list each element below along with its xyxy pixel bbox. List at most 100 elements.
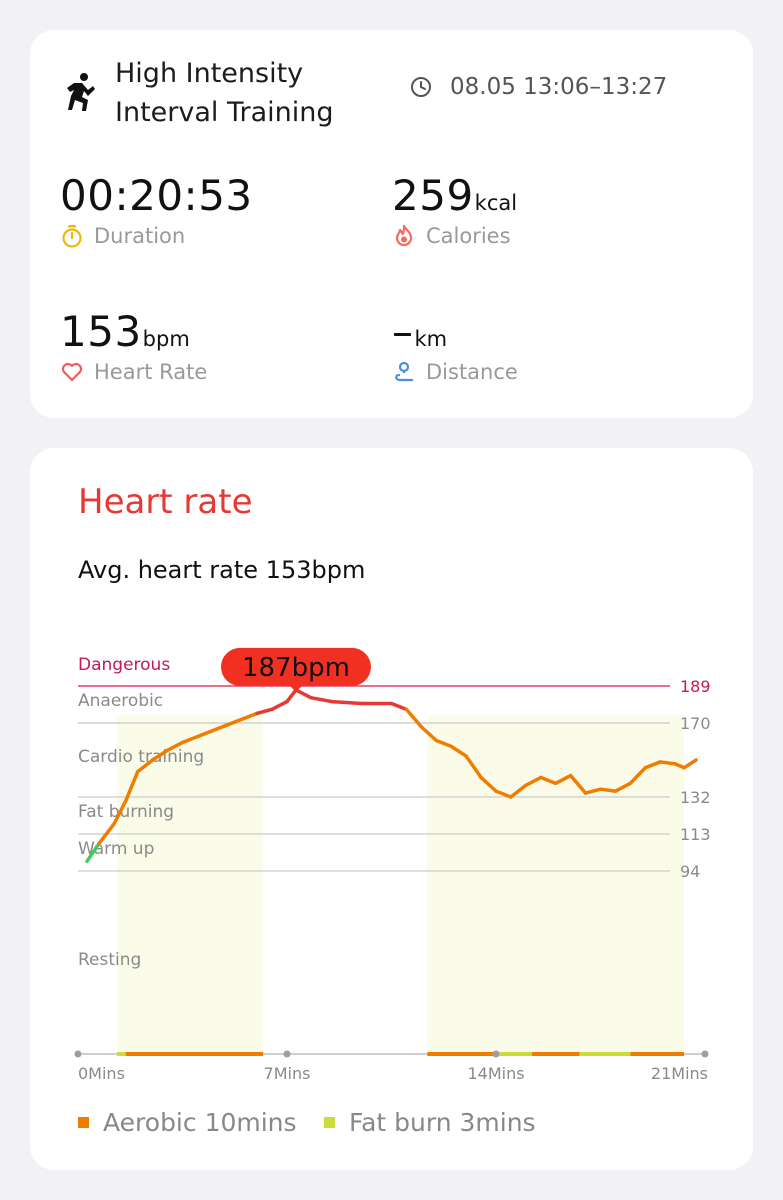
legend-aerobic-swatch	[78, 1117, 89, 1128]
avg-heart-rate: Avg. heart rate 153bpm	[78, 556, 366, 584]
heart-rate-line-segment	[270, 699, 289, 712]
heart-rate-line-segment	[643, 760, 662, 770]
heart-rate-line-segment	[389, 701, 409, 712]
x-tick-label: 14Mins	[467, 1064, 524, 1083]
zone-label-dangerous: Dangerous	[78, 655, 170, 675]
heart-rate-line-segment	[583, 787, 603, 795]
zone-bar-segment-4	[531, 1052, 580, 1056]
heart-rate-line-segment	[553, 773, 573, 786]
heart-rate-metric: 153bpm Heart Rate	[60, 306, 207, 384]
heart-rate-line-segment	[225, 717, 244, 727]
heart-rate-value: 153	[60, 307, 142, 356]
calories-label: Calories	[426, 224, 511, 248]
distance-metric: –km Distance	[392, 306, 518, 384]
heart-icon	[61, 362, 83, 382]
zone-label-fat-burning: Fat burning	[78, 802, 174, 822]
distance-unit: km	[414, 327, 448, 351]
heart-rate-line-segment	[658, 760, 677, 766]
heart-rate-line-segment	[682, 758, 698, 770]
x-tick-dot	[492, 1050, 500, 1058]
heart-rate-line-segment	[613, 781, 633, 793]
heart-rate-line-segment	[85, 841, 101, 863]
heart-rate-line-segment	[135, 758, 155, 774]
peak-bubble	[220, 647, 371, 686]
heart-rate-line-segment	[494, 789, 513, 799]
duration-value: 00:20:53	[60, 171, 253, 220]
workout-name: High Intensity Interval Training	[115, 58, 334, 128]
heart-rate-line-segment	[479, 775, 498, 793]
stopwatch-icon	[62, 225, 82, 248]
legend-fat-burn-swatch	[324, 1117, 335, 1128]
heart-rate-line-segment	[240, 711, 259, 721]
zone-label-resting: Resting	[78, 950, 141, 970]
calories-unit: kcal	[474, 191, 518, 215]
heart-rate-line-segment	[404, 707, 424, 729]
heart-rate-line-segment	[628, 766, 648, 786]
flame-icon	[395, 224, 413, 247]
x-tick-label: 7Mins	[264, 1064, 311, 1083]
zone-bar-segment-3	[496, 1052, 532, 1056]
heart-rate-line-segment	[165, 740, 185, 753]
zone-bar-segment-5	[579, 1052, 631, 1056]
heart-rate-line-segment	[195, 729, 215, 739]
heart-rate-title: Heart rate	[78, 482, 253, 522]
heart-rate-label: Heart Rate	[94, 360, 208, 384]
distance-label: Distance	[426, 360, 518, 384]
heart-rate-line-segment	[598, 787, 618, 793]
heart-rate-line-segment	[419, 725, 439, 743]
y-tick-label: 170	[680, 714, 711, 733]
stair-stepper-figure-icon	[67, 73, 95, 111]
x-tick-dot	[701, 1050, 709, 1058]
heart-rate-line-segment	[112, 799, 128, 826]
heart-rate-line-segment	[509, 783, 528, 799]
workout-time: 08.05 13:06–13:27	[410, 74, 667, 100]
heart-rate-card: Heart rate Avg. heart rate 153bpm 189 170…	[30, 448, 753, 1170]
x-tick-dot	[74, 1050, 82, 1058]
heart-rate-line-segment	[180, 734, 200, 745]
x-tick-dot	[283, 1050, 291, 1058]
heart-rate-line-segment	[309, 695, 334, 704]
heart-rate-line-segment	[330, 699, 364, 706]
heart-rate-line-segment	[434, 738, 453, 749]
zone-bar-segment-0	[116, 1052, 126, 1056]
zone-label-anaerobic: Anaerobic	[78, 691, 163, 711]
calories-metric: 259kcal Calories	[392, 170, 517, 248]
legend-aerobic-label: Aerobic 10mins	[103, 1108, 297, 1137]
heart-rate-chart: 189 170 132 113 94 Dangerous Anaerobic Cardio t…	[74, 647, 711, 1083]
x-tick-label: 0Mins	[78, 1064, 125, 1083]
y-tick-label: 113	[680, 825, 711, 844]
time-range: 08.05 13:06–13:27	[450, 74, 668, 100]
heart-rate-line-segment	[524, 775, 543, 788]
heart-rate-line-segment	[210, 723, 230, 733]
heart-rate-line-segment	[97, 822, 116, 846]
calories-value: 259	[392, 171, 474, 220]
heart-rate-line-segment	[539, 775, 558, 786]
duration-label: Duration	[94, 224, 186, 248]
zone-bar-segment-6	[630, 1052, 685, 1056]
distance-value: –	[392, 307, 414, 356]
duration-metric: 00:20:53 Duration	[60, 170, 254, 248]
clock-icon	[411, 77, 431, 97]
shaded-zone-0	[116, 715, 264, 1054]
peak-bubble-pointer	[287, 683, 304, 692]
legend-fat-burn: Fat burn 3mins	[324, 1108, 536, 1137]
zone-label-cardio-training: Cardio training	[78, 747, 204, 767]
y-tick-label: 189	[680, 677, 711, 696]
x-tick-label: 21Mins	[651, 1064, 708, 1083]
heart-rate-line-segment	[255, 707, 274, 716]
heart-rate-line-segment	[294, 688, 313, 700]
peak-label: 187bpm	[242, 653, 350, 683]
heart-rate-line-segment	[464, 754, 483, 780]
legend-aerobic: Aerobic 10mins	[78, 1108, 297, 1137]
heart-rate-line-segment	[449, 744, 468, 758]
y-tick-label: 132	[680, 788, 711, 807]
legend-fat-burn-label: Fat burn 3mins	[349, 1108, 536, 1137]
heart-rate-line-segment	[568, 773, 588, 795]
route-pin-icon	[395, 361, 414, 382]
heart-rate-unit: bpm	[142, 327, 190, 351]
heart-rate-line-segment	[124, 769, 140, 803]
y-tick-label: 94	[680, 862, 700, 881]
zone-bar-segment-1	[125, 1052, 264, 1056]
workout-summary-card: High Intensity Interval Training 08.05 1…	[30, 30, 753, 418]
heart-rate-line-segment	[285, 688, 298, 704]
